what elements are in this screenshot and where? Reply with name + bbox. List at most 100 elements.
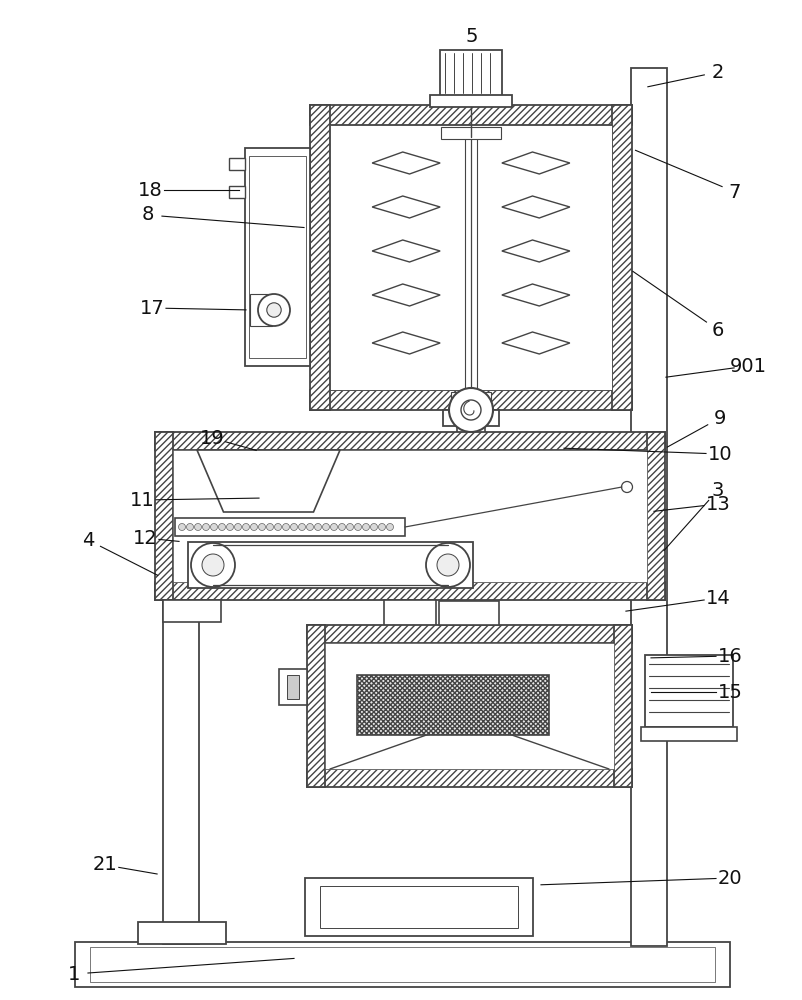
Bar xyxy=(175,518,405,536)
Bar xyxy=(647,432,665,600)
Polygon shape xyxy=(197,450,340,512)
Bar xyxy=(631,68,667,946)
Bar xyxy=(229,158,245,170)
Circle shape xyxy=(267,303,282,317)
Circle shape xyxy=(314,524,322,530)
Circle shape xyxy=(242,524,249,530)
Bar xyxy=(155,582,665,600)
Circle shape xyxy=(426,543,470,587)
Text: 14: 14 xyxy=(706,588,731,607)
Circle shape xyxy=(330,524,338,530)
Text: 3: 3 xyxy=(712,481,724,499)
Circle shape xyxy=(266,524,273,530)
Bar xyxy=(430,95,512,107)
Circle shape xyxy=(346,524,354,530)
Polygon shape xyxy=(502,196,570,218)
Text: 901: 901 xyxy=(730,357,767,375)
Circle shape xyxy=(187,524,193,530)
Circle shape xyxy=(298,524,306,530)
Bar xyxy=(307,625,325,787)
Polygon shape xyxy=(372,284,440,306)
Bar xyxy=(173,450,647,582)
Circle shape xyxy=(210,524,217,530)
Bar xyxy=(307,769,632,787)
Bar xyxy=(612,105,632,410)
Bar xyxy=(250,294,272,326)
Bar xyxy=(457,422,485,434)
Bar xyxy=(384,600,436,628)
Text: 17: 17 xyxy=(140,298,164,318)
Bar xyxy=(330,125,612,390)
Circle shape xyxy=(371,524,378,530)
Text: 6: 6 xyxy=(712,320,724,340)
Bar xyxy=(90,947,715,982)
Circle shape xyxy=(258,294,290,326)
Bar xyxy=(320,886,518,928)
Polygon shape xyxy=(372,332,440,354)
Circle shape xyxy=(387,524,394,530)
Text: 1: 1 xyxy=(68,964,80,984)
Circle shape xyxy=(218,524,225,530)
Bar xyxy=(138,922,226,944)
Bar xyxy=(443,410,499,426)
Polygon shape xyxy=(372,196,440,218)
Text: 18: 18 xyxy=(138,180,162,200)
Bar xyxy=(465,135,477,410)
Polygon shape xyxy=(502,240,570,262)
Circle shape xyxy=(449,388,493,432)
Circle shape xyxy=(179,524,185,530)
Bar xyxy=(310,105,632,125)
Circle shape xyxy=(191,543,235,587)
Circle shape xyxy=(195,524,201,530)
Circle shape xyxy=(354,524,362,530)
Bar xyxy=(451,392,491,412)
Circle shape xyxy=(461,400,481,420)
Circle shape xyxy=(258,524,265,530)
Text: 19: 19 xyxy=(200,428,225,448)
Circle shape xyxy=(202,554,224,576)
Text: 9: 9 xyxy=(714,408,726,428)
Text: 7: 7 xyxy=(729,182,741,202)
Bar xyxy=(163,600,221,622)
Bar xyxy=(75,942,730,987)
Circle shape xyxy=(234,524,241,530)
Text: 21: 21 xyxy=(92,856,117,874)
Bar xyxy=(457,432,485,442)
Bar xyxy=(439,601,499,625)
Bar xyxy=(188,542,473,588)
Text: 12: 12 xyxy=(132,528,157,548)
Bar xyxy=(155,432,665,450)
Bar xyxy=(245,148,310,366)
Circle shape xyxy=(338,524,346,530)
Circle shape xyxy=(202,524,209,530)
Bar xyxy=(310,390,632,410)
Bar xyxy=(614,625,632,787)
Text: 4: 4 xyxy=(82,530,94,550)
Bar xyxy=(357,675,549,735)
Bar xyxy=(155,432,173,600)
Bar xyxy=(645,655,733,727)
Bar xyxy=(249,156,306,358)
Bar xyxy=(305,878,533,936)
Circle shape xyxy=(274,524,282,530)
Bar xyxy=(163,576,199,944)
Bar xyxy=(440,50,502,97)
Text: 5: 5 xyxy=(466,26,478,45)
Text: 20: 20 xyxy=(718,868,743,888)
Bar xyxy=(279,669,307,705)
Circle shape xyxy=(226,524,233,530)
Circle shape xyxy=(379,524,386,530)
Text: 15: 15 xyxy=(718,682,743,702)
Circle shape xyxy=(322,524,330,530)
Circle shape xyxy=(306,524,314,530)
Text: 16: 16 xyxy=(718,647,743,666)
Circle shape xyxy=(250,524,257,530)
Text: 13: 13 xyxy=(706,494,731,514)
Circle shape xyxy=(282,524,290,530)
Bar xyxy=(287,675,299,699)
Circle shape xyxy=(290,524,298,530)
Polygon shape xyxy=(502,284,570,306)
Circle shape xyxy=(437,554,459,576)
Bar xyxy=(307,625,632,643)
Text: 2: 2 xyxy=(712,62,724,82)
